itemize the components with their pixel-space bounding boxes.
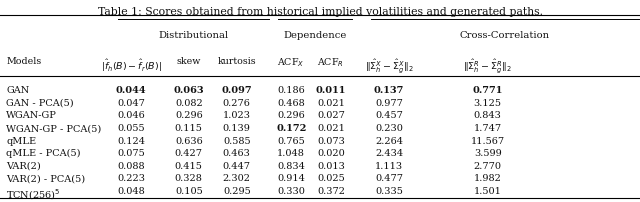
Text: 0.011: 0.011: [316, 86, 346, 95]
Text: Table 1: Scores obtained from historical implied volatilities and generated path: Table 1: Scores obtained from historical…: [97, 7, 543, 17]
Text: 0.021: 0.021: [317, 98, 345, 107]
Text: 11.567: 11.567: [470, 136, 505, 145]
Text: 1.747: 1.747: [474, 123, 502, 132]
Text: 0.172: 0.172: [276, 123, 307, 132]
Text: 0.075: 0.075: [117, 148, 145, 157]
Text: 0.097: 0.097: [221, 86, 252, 95]
Text: 0.047: 0.047: [117, 98, 145, 107]
Text: $|\hat{f}_h(B)-\hat{f}_r(B)|$: $|\hat{f}_h(B)-\hat{f}_r(B)|$: [100, 57, 162, 73]
Text: 0.765: 0.765: [277, 136, 305, 145]
Text: 1.113: 1.113: [375, 161, 403, 170]
Text: 0.295: 0.295: [223, 186, 251, 195]
Text: TCN(256)$^5$: TCN(256)$^5$: [6, 186, 61, 201]
Text: 0.027: 0.027: [317, 111, 345, 120]
Text: 1.501: 1.501: [474, 186, 502, 195]
Text: VAR(2): VAR(2): [6, 161, 41, 170]
Text: 0.115: 0.115: [175, 123, 203, 132]
Text: 2.770: 2.770: [474, 161, 502, 170]
Text: 0.771: 0.771: [472, 86, 503, 95]
Text: 1.023: 1.023: [223, 111, 251, 120]
Text: 3.125: 3.125: [474, 98, 502, 107]
Text: WGAN-GP - PCA(5): WGAN-GP - PCA(5): [6, 123, 102, 132]
Text: Models: Models: [6, 57, 42, 65]
Text: 0.105: 0.105: [175, 186, 203, 195]
Text: 0.636: 0.636: [175, 136, 203, 145]
Text: 0.044: 0.044: [116, 86, 147, 95]
Text: $\|\hat{\Sigma}_h^X-\hat{\Sigma}_g^X\|_2$: $\|\hat{\Sigma}_h^X-\hat{\Sigma}_g^X\|_2…: [365, 57, 413, 74]
Text: 0.186: 0.186: [277, 86, 305, 95]
Text: kurtosis: kurtosis: [218, 57, 256, 65]
Text: 0.082: 0.082: [175, 98, 203, 107]
Text: 0.046: 0.046: [117, 111, 145, 120]
Text: 0.427: 0.427: [175, 148, 203, 157]
Text: 3.599: 3.599: [474, 148, 502, 157]
Text: 1.982: 1.982: [474, 174, 502, 182]
Text: 2.264: 2.264: [375, 136, 403, 145]
Text: 0.977: 0.977: [375, 98, 403, 107]
Text: 0.276: 0.276: [223, 98, 251, 107]
Text: 0.088: 0.088: [117, 161, 145, 170]
Text: 0.457: 0.457: [375, 111, 403, 120]
Text: ACF$_X$: ACF$_X$: [277, 57, 305, 69]
Text: 0.013: 0.013: [317, 161, 345, 170]
Text: 2.302: 2.302: [223, 174, 251, 182]
Text: VAR(2) - PCA(5): VAR(2) - PCA(5): [6, 174, 86, 182]
Text: 0.585: 0.585: [223, 136, 251, 145]
Text: GAN: GAN: [6, 86, 29, 95]
Text: 0.328: 0.328: [175, 174, 203, 182]
Text: 0.330: 0.330: [277, 186, 305, 195]
Text: qMLE: qMLE: [6, 136, 36, 145]
Text: 0.063: 0.063: [173, 86, 204, 95]
Text: 0.296: 0.296: [277, 111, 305, 120]
Text: $\|\hat{\Sigma}_h^R-\hat{\Sigma}_g^R\|_2$: $\|\hat{\Sigma}_h^R-\hat{\Sigma}_g^R\|_2…: [463, 57, 512, 74]
Text: 0.335: 0.335: [375, 186, 403, 195]
Text: 0.468: 0.468: [277, 98, 305, 107]
Text: 0.073: 0.073: [317, 136, 345, 145]
Text: 0.914: 0.914: [277, 174, 305, 182]
Text: 0.447: 0.447: [223, 161, 251, 170]
Text: 2.434: 2.434: [375, 148, 403, 157]
Text: 0.021: 0.021: [317, 123, 345, 132]
Text: 0.296: 0.296: [175, 111, 203, 120]
Text: Distributional: Distributional: [159, 31, 228, 40]
Text: 0.463: 0.463: [223, 148, 251, 157]
Text: 0.137: 0.137: [374, 86, 404, 95]
Text: skew: skew: [177, 57, 201, 65]
Text: 0.834: 0.834: [277, 161, 305, 170]
Text: 0.372: 0.372: [317, 186, 345, 195]
Text: 0.055: 0.055: [117, 123, 145, 132]
Text: 0.230: 0.230: [375, 123, 403, 132]
Text: Cross-Correlation: Cross-Correlation: [460, 31, 550, 40]
Text: 0.415: 0.415: [175, 161, 203, 170]
Text: GAN - PCA(5): GAN - PCA(5): [6, 98, 74, 107]
Text: 0.477: 0.477: [375, 174, 403, 182]
Text: 1.048: 1.048: [277, 148, 305, 157]
Text: 0.139: 0.139: [223, 123, 251, 132]
Text: WGAN-GP: WGAN-GP: [6, 111, 57, 120]
Text: Dependence: Dependence: [284, 31, 347, 40]
Text: 0.124: 0.124: [117, 136, 145, 145]
Text: 0.048: 0.048: [117, 186, 145, 195]
Text: 0.223: 0.223: [117, 174, 145, 182]
Text: qMLE - PCA(5): qMLE - PCA(5): [6, 148, 81, 158]
Text: 0.020: 0.020: [317, 148, 345, 157]
Text: 0.843: 0.843: [474, 111, 502, 120]
Text: 0.025: 0.025: [317, 174, 345, 182]
Text: ACF$_R$: ACF$_R$: [317, 57, 344, 69]
